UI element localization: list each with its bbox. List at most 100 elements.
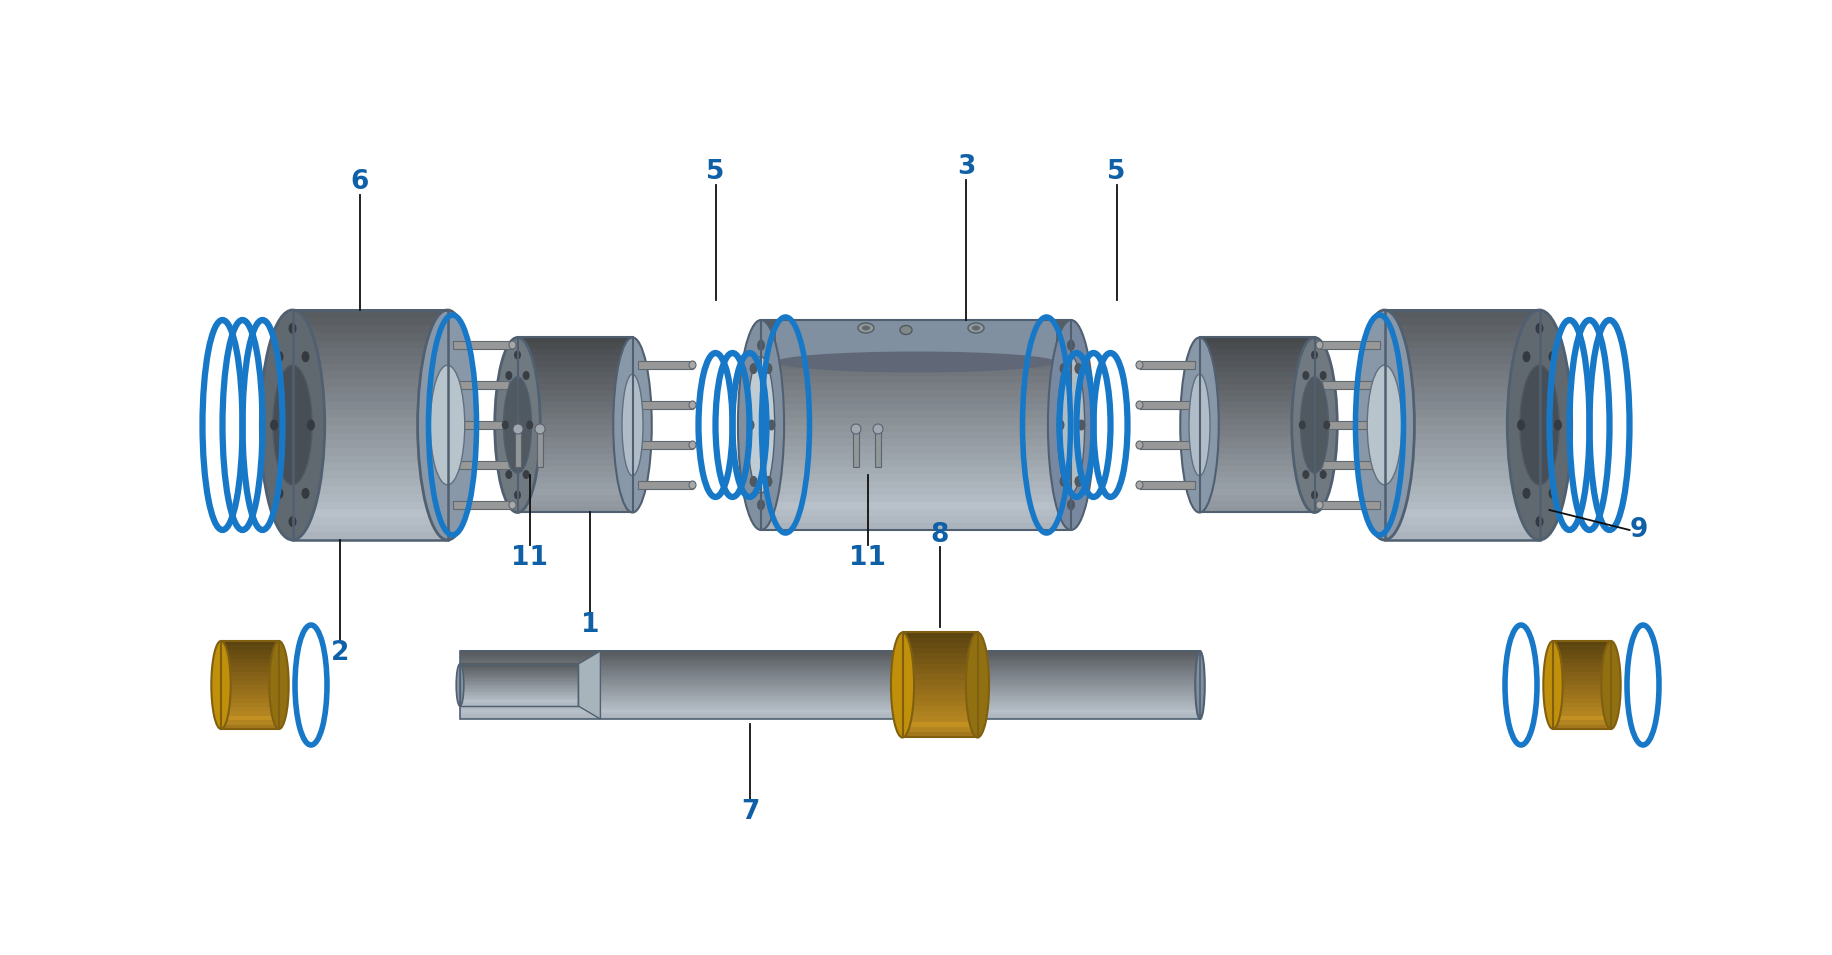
Ellipse shape <box>965 632 989 737</box>
Bar <box>460 682 579 684</box>
Bar <box>777 320 1055 362</box>
Bar <box>760 320 1072 327</box>
Bar <box>460 664 579 706</box>
Bar <box>1385 517 1539 524</box>
Bar <box>517 413 632 419</box>
Bar <box>903 716 978 722</box>
Bar <box>460 694 579 696</box>
Bar <box>460 662 1200 665</box>
Bar <box>453 461 513 469</box>
Bar <box>760 495 1072 502</box>
Bar <box>760 459 1072 467</box>
Bar <box>517 360 632 367</box>
Bar <box>1200 506 1315 513</box>
Bar <box>460 703 1200 706</box>
Bar <box>1200 418 1315 425</box>
Bar <box>903 674 978 680</box>
Bar <box>1554 698 1610 703</box>
Ellipse shape <box>1315 381 1323 389</box>
Bar <box>460 711 1200 714</box>
Ellipse shape <box>1508 310 1572 540</box>
Bar <box>222 641 278 646</box>
Bar <box>460 680 579 682</box>
Ellipse shape <box>1057 419 1064 431</box>
Ellipse shape <box>1315 461 1323 469</box>
Ellipse shape <box>1543 641 1563 729</box>
Bar <box>1554 720 1610 725</box>
Bar <box>1200 442 1315 448</box>
Bar <box>638 441 692 449</box>
Bar <box>293 478 447 486</box>
Ellipse shape <box>1548 488 1557 499</box>
Ellipse shape <box>1319 470 1326 479</box>
Ellipse shape <box>275 488 284 499</box>
Bar <box>222 689 278 693</box>
Bar <box>760 390 1072 397</box>
Bar <box>517 354 632 361</box>
Bar <box>903 664 978 669</box>
Bar <box>460 678 1200 681</box>
Bar <box>222 641 278 729</box>
Ellipse shape <box>764 476 773 487</box>
Ellipse shape <box>1301 377 1328 473</box>
Bar <box>1554 702 1610 707</box>
Bar <box>903 732 978 737</box>
Bar <box>517 337 632 513</box>
Ellipse shape <box>1299 420 1306 430</box>
Bar <box>517 401 632 408</box>
Bar <box>760 404 1072 411</box>
Bar <box>460 700 1200 703</box>
Bar <box>1319 461 1379 469</box>
Bar <box>517 384 632 390</box>
Ellipse shape <box>890 632 914 737</box>
Bar <box>460 673 1200 676</box>
Ellipse shape <box>1517 419 1524 431</box>
Bar <box>515 429 520 467</box>
Bar <box>293 532 447 540</box>
Bar <box>517 366 632 372</box>
Bar <box>293 378 447 387</box>
Ellipse shape <box>863 326 870 330</box>
Bar <box>903 637 978 643</box>
Bar <box>1554 680 1610 685</box>
Bar <box>222 645 278 649</box>
Bar <box>1200 413 1315 419</box>
Bar <box>460 653 1200 655</box>
Text: 2: 2 <box>332 640 350 666</box>
Ellipse shape <box>308 419 315 431</box>
Bar <box>1200 390 1315 395</box>
Bar <box>1554 641 1610 729</box>
Bar <box>1385 355 1539 364</box>
Bar <box>1385 471 1539 478</box>
Bar <box>517 390 632 395</box>
Text: 11: 11 <box>850 545 887 571</box>
Ellipse shape <box>1057 357 1085 493</box>
Ellipse shape <box>509 461 517 469</box>
Bar <box>222 680 278 685</box>
Bar <box>517 500 632 507</box>
Ellipse shape <box>1303 470 1310 479</box>
Bar <box>1385 309 1539 318</box>
Ellipse shape <box>502 420 509 430</box>
Bar <box>517 477 632 483</box>
Bar <box>460 682 1200 685</box>
Ellipse shape <box>1136 441 1143 449</box>
Bar <box>517 343 632 350</box>
Ellipse shape <box>1059 476 1068 487</box>
Ellipse shape <box>1323 420 1330 430</box>
Bar <box>1554 715 1610 720</box>
Bar <box>1554 667 1610 671</box>
Bar <box>293 386 447 394</box>
Bar <box>854 429 859 467</box>
Ellipse shape <box>777 351 1055 372</box>
Bar <box>1200 354 1315 361</box>
Bar <box>460 670 579 672</box>
Bar <box>903 643 978 648</box>
Bar <box>760 383 1072 390</box>
Ellipse shape <box>857 323 874 333</box>
Ellipse shape <box>852 424 861 434</box>
Bar <box>537 429 542 467</box>
Bar <box>903 632 978 638</box>
Bar <box>903 700 978 706</box>
Ellipse shape <box>288 516 297 527</box>
